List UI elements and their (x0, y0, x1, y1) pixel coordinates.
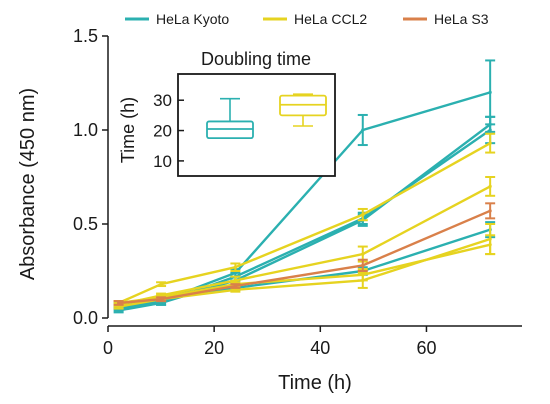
y-tick-label: 1.0 (73, 120, 98, 140)
inset-y-tick-label: 30 (153, 91, 172, 110)
data-point (233, 278, 237, 282)
data-point (233, 284, 237, 288)
y-axis-ticks: 0.0 0.5 1.0 1.5 (73, 26, 108, 328)
data-point (159, 297, 163, 301)
box-1 (279, 93, 327, 127)
legend-item: HeLa S3 (403, 11, 489, 27)
y-axis-label: Absorbance (450 nm) (17, 88, 39, 280)
inset-frame (177, 73, 336, 177)
data-point (361, 213, 365, 217)
data-point (488, 209, 492, 213)
legend: HeLa Kyoto HeLa CCL2 HeLa S3 (125, 11, 489, 27)
inset-y-tick-label: 20 (153, 122, 172, 141)
y-tick-label: 1.5 (73, 26, 98, 46)
data-point (488, 243, 492, 247)
data-point (159, 301, 163, 305)
series-8 (113, 202, 496, 306)
x-tick-label: 40 (310, 338, 330, 358)
data-point (159, 282, 163, 286)
x-tick-label: 60 (416, 338, 436, 358)
inset-y-axis-label: Time (h) (118, 97, 138, 163)
data-point (488, 141, 492, 145)
legend-item: HeLa CCL2 (263, 11, 367, 27)
legend-label: HeLa S3 (434, 11, 489, 27)
data-point (488, 90, 492, 94)
legend-item: HeLa Kyoto (125, 11, 229, 27)
data-point (361, 128, 365, 132)
x-tick-label: 0 (103, 338, 113, 358)
data-point (488, 184, 492, 188)
y-tick-label: 0.5 (73, 214, 98, 234)
box-0 (206, 97, 254, 140)
main-series-group (113, 59, 496, 314)
data-point (117, 301, 121, 305)
data-point (117, 305, 121, 309)
x-axis-ticks: 0 20 40 60 (103, 326, 436, 358)
data-point (361, 263, 365, 267)
inset-title: Doubling time (201, 49, 311, 69)
x-axis-label: Time (h) (278, 372, 352, 394)
inset-y-axis-ticks: 10 20 30 (153, 91, 184, 171)
data-point (233, 271, 237, 275)
data-point (361, 273, 365, 277)
main-plot: 0 20 40 60 0.0 0.5 1.0 1.5 Time (h) Absorbance… (17, 26, 522, 394)
x-tick-label: 20 (204, 338, 224, 358)
legend-label: HeLa Kyoto (156, 11, 229, 27)
inset-plot: Doubling time Time (h) 10 20 30 (118, 49, 336, 177)
legend-label: HeLa CCL2 (294, 11, 367, 27)
data-point (233, 288, 237, 292)
data-point (233, 265, 237, 269)
y-tick-label: 0.0 (73, 308, 98, 328)
data-point (361, 252, 365, 256)
inset-y-tick-label: 10 (153, 152, 172, 171)
data-point (488, 122, 492, 126)
inset-boxes (206, 93, 327, 140)
